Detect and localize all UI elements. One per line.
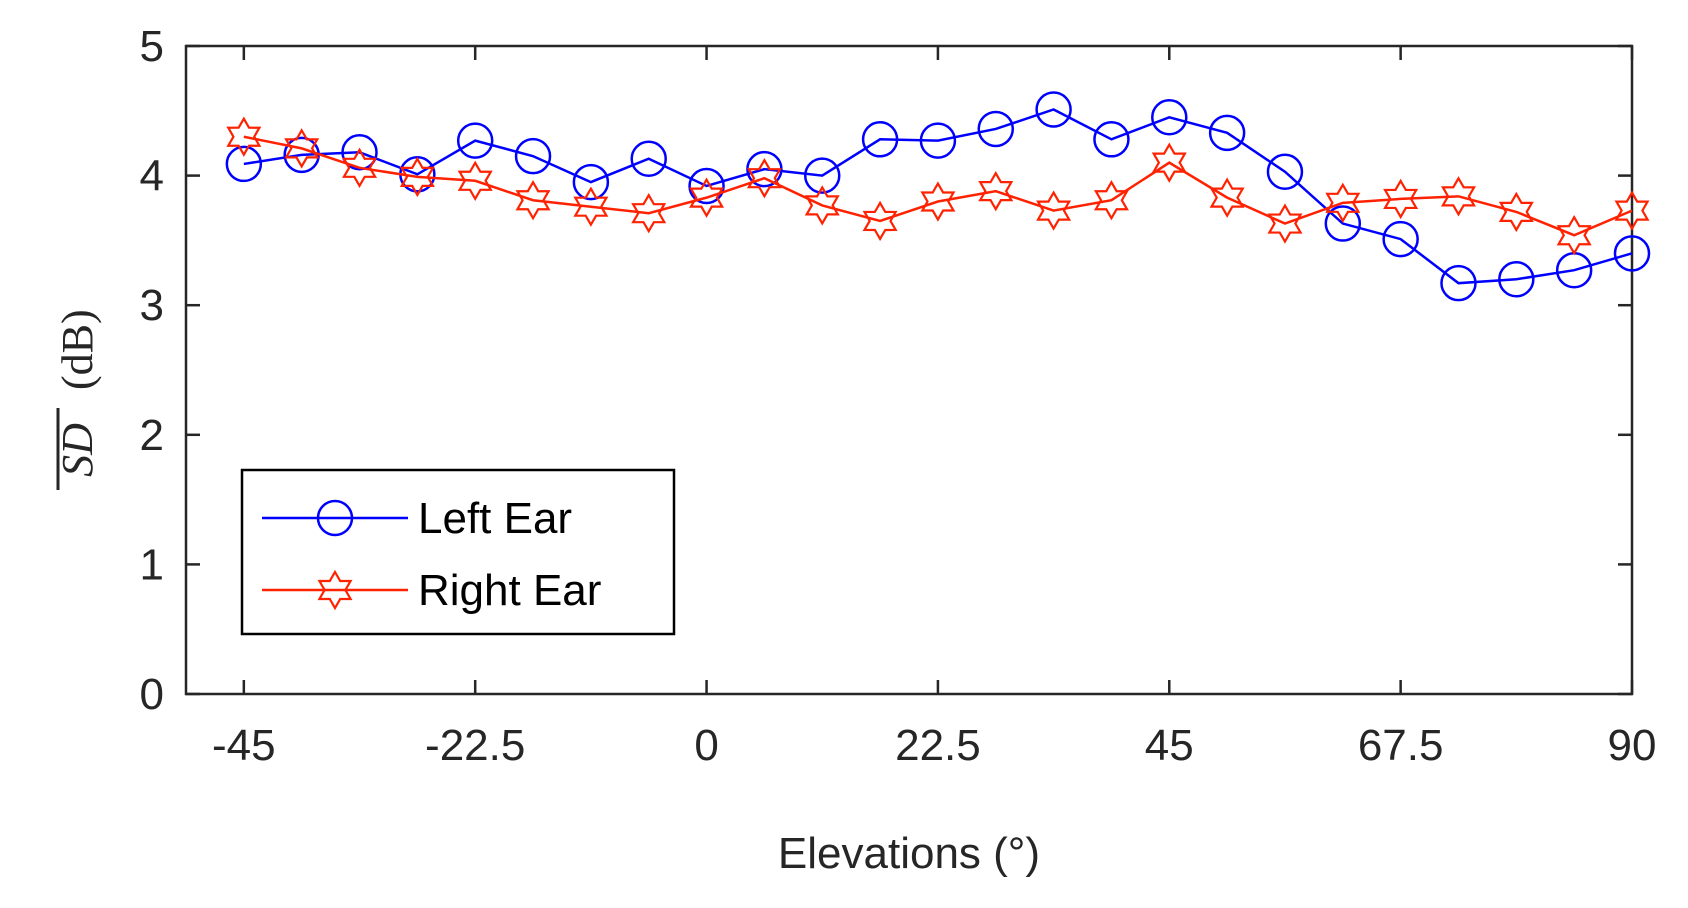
legend-left-ear-label: Left Ear bbox=[418, 494, 572, 543]
y-tick-label: 5 bbox=[140, 22, 164, 71]
x-axis-title: Elevations (°) bbox=[778, 829, 1040, 878]
data-point-left-ear bbox=[1324, 205, 1362, 242]
data-point-left-ear bbox=[572, 163, 610, 201]
y-axis-title-symbol: SD bbox=[53, 423, 102, 477]
data-point-right-ear bbox=[1209, 177, 1245, 218]
data-point-right-ear bbox=[515, 180, 551, 221]
data-point-left-ear bbox=[803, 157, 841, 194]
axis-ticks bbox=[186, 44, 1634, 696]
data-point-right-ear bbox=[862, 200, 898, 242]
y-tick-label: 0 bbox=[140, 670, 164, 719]
legend-right-ear-label: Right Ear bbox=[418, 566, 601, 615]
data-point-left-ear bbox=[1498, 261, 1535, 298]
data-point-right-ear bbox=[746, 157, 782, 199]
series-line-right-ear bbox=[243, 135, 1633, 237]
data-point-left-ear bbox=[919, 122, 957, 159]
data-point-right-ear bbox=[1383, 178, 1419, 220]
data-point-left-ear bbox=[514, 137, 552, 175]
data-point-left-ear bbox=[630, 140, 667, 178]
data-point-right-ear bbox=[284, 128, 320, 169]
data-point-left-ear bbox=[456, 122, 494, 159]
x-tick-labels: -45 -22.5 0 22.5 45 67.5 90 bbox=[212, 721, 1656, 770]
y-tick-label: 4 bbox=[140, 152, 164, 201]
data-point-right-ear bbox=[399, 156, 435, 198]
data-point-right-ear bbox=[573, 186, 609, 227]
data-point-left-ear bbox=[225, 145, 263, 183]
legend: Left Ear Right Ear bbox=[240, 468, 676, 636]
data-point-right-ear bbox=[804, 185, 840, 226]
data-point-right-ear bbox=[457, 160, 493, 201]
y-axis-title: SD (dB) bbox=[53, 309, 102, 490]
y-tick-label: 2 bbox=[140, 411, 164, 460]
y-tick-labels: 0 1 2 3 4 5 bbox=[140, 22, 164, 719]
y-tick-label: 3 bbox=[140, 281, 164, 330]
y-axis-title-unit: (dB) bbox=[53, 309, 102, 390]
data-point-left-ear bbox=[1093, 121, 1130, 158]
data-point-right-ear bbox=[1036, 190, 1072, 231]
data-point-left-ear bbox=[746, 150, 783, 188]
x-tick-label: -22.5 bbox=[425, 721, 525, 770]
data-point-left-ear bbox=[1151, 99, 1188, 136]
data-point-left-ear bbox=[861, 121, 899, 158]
data-point-right-ear bbox=[1556, 215, 1592, 256]
series-left-ear bbox=[225, 91, 1651, 302]
y-tick-label: 1 bbox=[140, 540, 164, 589]
x-tick-label: 0 bbox=[694, 721, 718, 770]
data-point-left-ear bbox=[688, 167, 725, 205]
data-point-right-ear bbox=[920, 181, 956, 222]
data-point-right-ear bbox=[1614, 190, 1650, 231]
x-tick-label: 67.5 bbox=[1358, 721, 1444, 770]
data-point-right-ear bbox=[226, 116, 262, 157]
x-tick-label: -45 bbox=[212, 721, 276, 770]
legend-left-ear-marker bbox=[316, 499, 354, 537]
data-point-right-ear bbox=[1151, 142, 1187, 183]
legend-box bbox=[240, 468, 676, 636]
data-point-left-ear bbox=[1613, 235, 1651, 272]
data-point-left-ear bbox=[977, 110, 1015, 148]
data-point-right-ear bbox=[631, 192, 667, 234]
data-point-left-ear bbox=[1382, 220, 1419, 258]
series-right-ear bbox=[226, 116, 1650, 256]
data-point-left-ear bbox=[1208, 114, 1246, 152]
data-point-right-ear bbox=[1093, 180, 1129, 221]
x-tick-label: 90 bbox=[1608, 721, 1657, 770]
data-point-left-ear bbox=[1035, 91, 1072, 128]
x-tick-label: 45 bbox=[1145, 721, 1194, 770]
data-point-left-ear bbox=[1266, 153, 1304, 190]
data-point-left-ear bbox=[1440, 264, 1477, 302]
data-point-right-ear bbox=[342, 147, 378, 189]
data-point-left-ear bbox=[341, 134, 378, 171]
data-point-right-ear bbox=[1498, 191, 1534, 233]
legend-right-ear-marker bbox=[317, 569, 353, 611]
data-point-right-ear bbox=[1325, 182, 1361, 224]
series-layer bbox=[225, 91, 1651, 302]
series-line-left-ear bbox=[243, 108, 1633, 285]
x-tick-label: 22.5 bbox=[895, 721, 981, 770]
data-point-right-ear bbox=[1440, 176, 1476, 217]
data-point-right-ear bbox=[1267, 203, 1303, 244]
data-point-right-ear bbox=[689, 177, 725, 218]
data-point-right-ear bbox=[978, 170, 1014, 212]
